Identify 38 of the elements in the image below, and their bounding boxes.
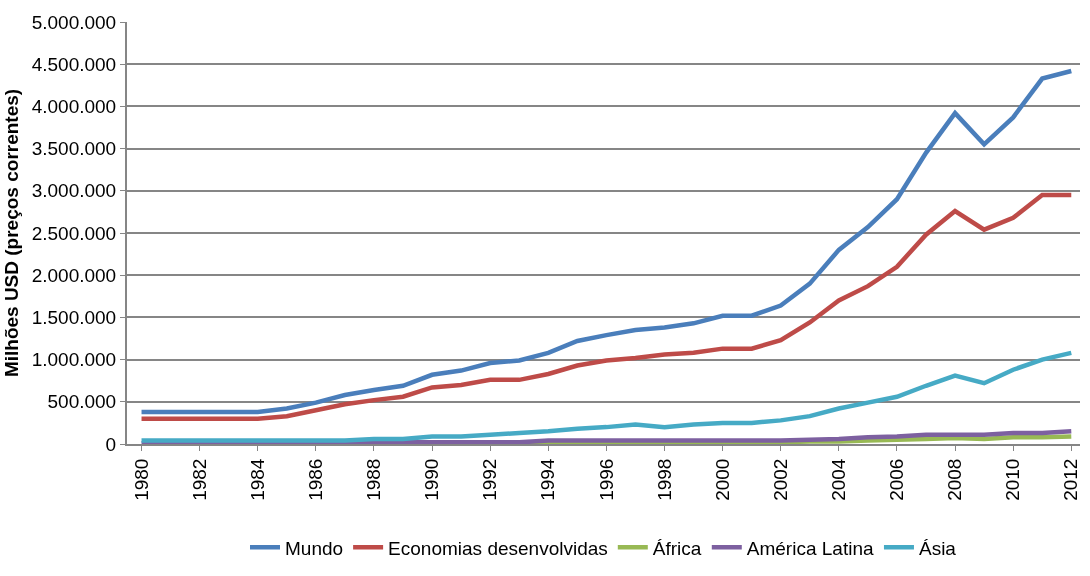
x-tick-label: 1982 (188, 458, 210, 501)
legend-label: América Latina (746, 537, 874, 559)
x-tick-label: 1992 (479, 458, 501, 501)
x-tick-label: 2010 (1002, 458, 1024, 501)
x-tick-label: 1998 (653, 458, 675, 501)
line-series (139, 429, 1074, 444)
y-tick-label: 5.000.000 (31, 11, 117, 33)
y-tick-label: 1.500.000 (31, 307, 117, 329)
x-tick-label: 1984 (246, 458, 268, 501)
y-tick-label: 2.500.000 (31, 222, 117, 244)
x-tick-label: 1990 (421, 458, 443, 501)
y-tick-label: 1.000.000 (31, 349, 117, 371)
y-tick-label: 4.500.000 (31, 53, 117, 75)
x-tick-label: 1988 (363, 458, 385, 501)
y-tick-label: 2.000.000 (31, 264, 117, 286)
y-tick-label: 4.000.000 (31, 96, 117, 118)
line-series (139, 68, 1074, 415)
y-tick-label: 500.000 (47, 391, 117, 413)
y-tick-label: 3.000.000 (31, 180, 117, 202)
line-series (139, 350, 1074, 443)
y-axis-title: Milhões USD (preços correntes) (1, 88, 23, 378)
y-tick-label: 0 (105, 433, 117, 455)
x-tick-label: 1994 (537, 458, 559, 501)
x-tick-label: 2006 (886, 458, 908, 501)
x-tick-label: 2008 (944, 458, 966, 501)
legend-label: África (652, 537, 702, 559)
x-tick-label: 2004 (828, 458, 850, 501)
x-tick-label: 1986 (305, 458, 327, 501)
line-series (139, 192, 1074, 421)
legend-label: Ásia (918, 537, 957, 559)
x-tick-label: 1996 (595, 458, 617, 501)
x-tick-label: 2002 (769, 458, 791, 501)
legend-label: Mundo (285, 537, 344, 559)
y-tick-label: 3.500.000 (31, 138, 117, 160)
x-tick-label: 2012 (1060, 458, 1082, 501)
x-tick-label: 1980 (130, 458, 152, 501)
x-tick-label: 2000 (711, 458, 733, 501)
legend-label: Economias desenvolvidas (388, 537, 608, 559)
